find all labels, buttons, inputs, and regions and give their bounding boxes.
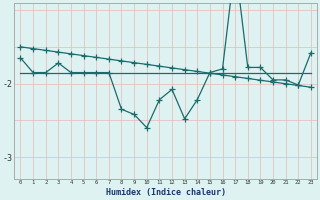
X-axis label: Humidex (Indice chaleur): Humidex (Indice chaleur) bbox=[106, 188, 226, 197]
